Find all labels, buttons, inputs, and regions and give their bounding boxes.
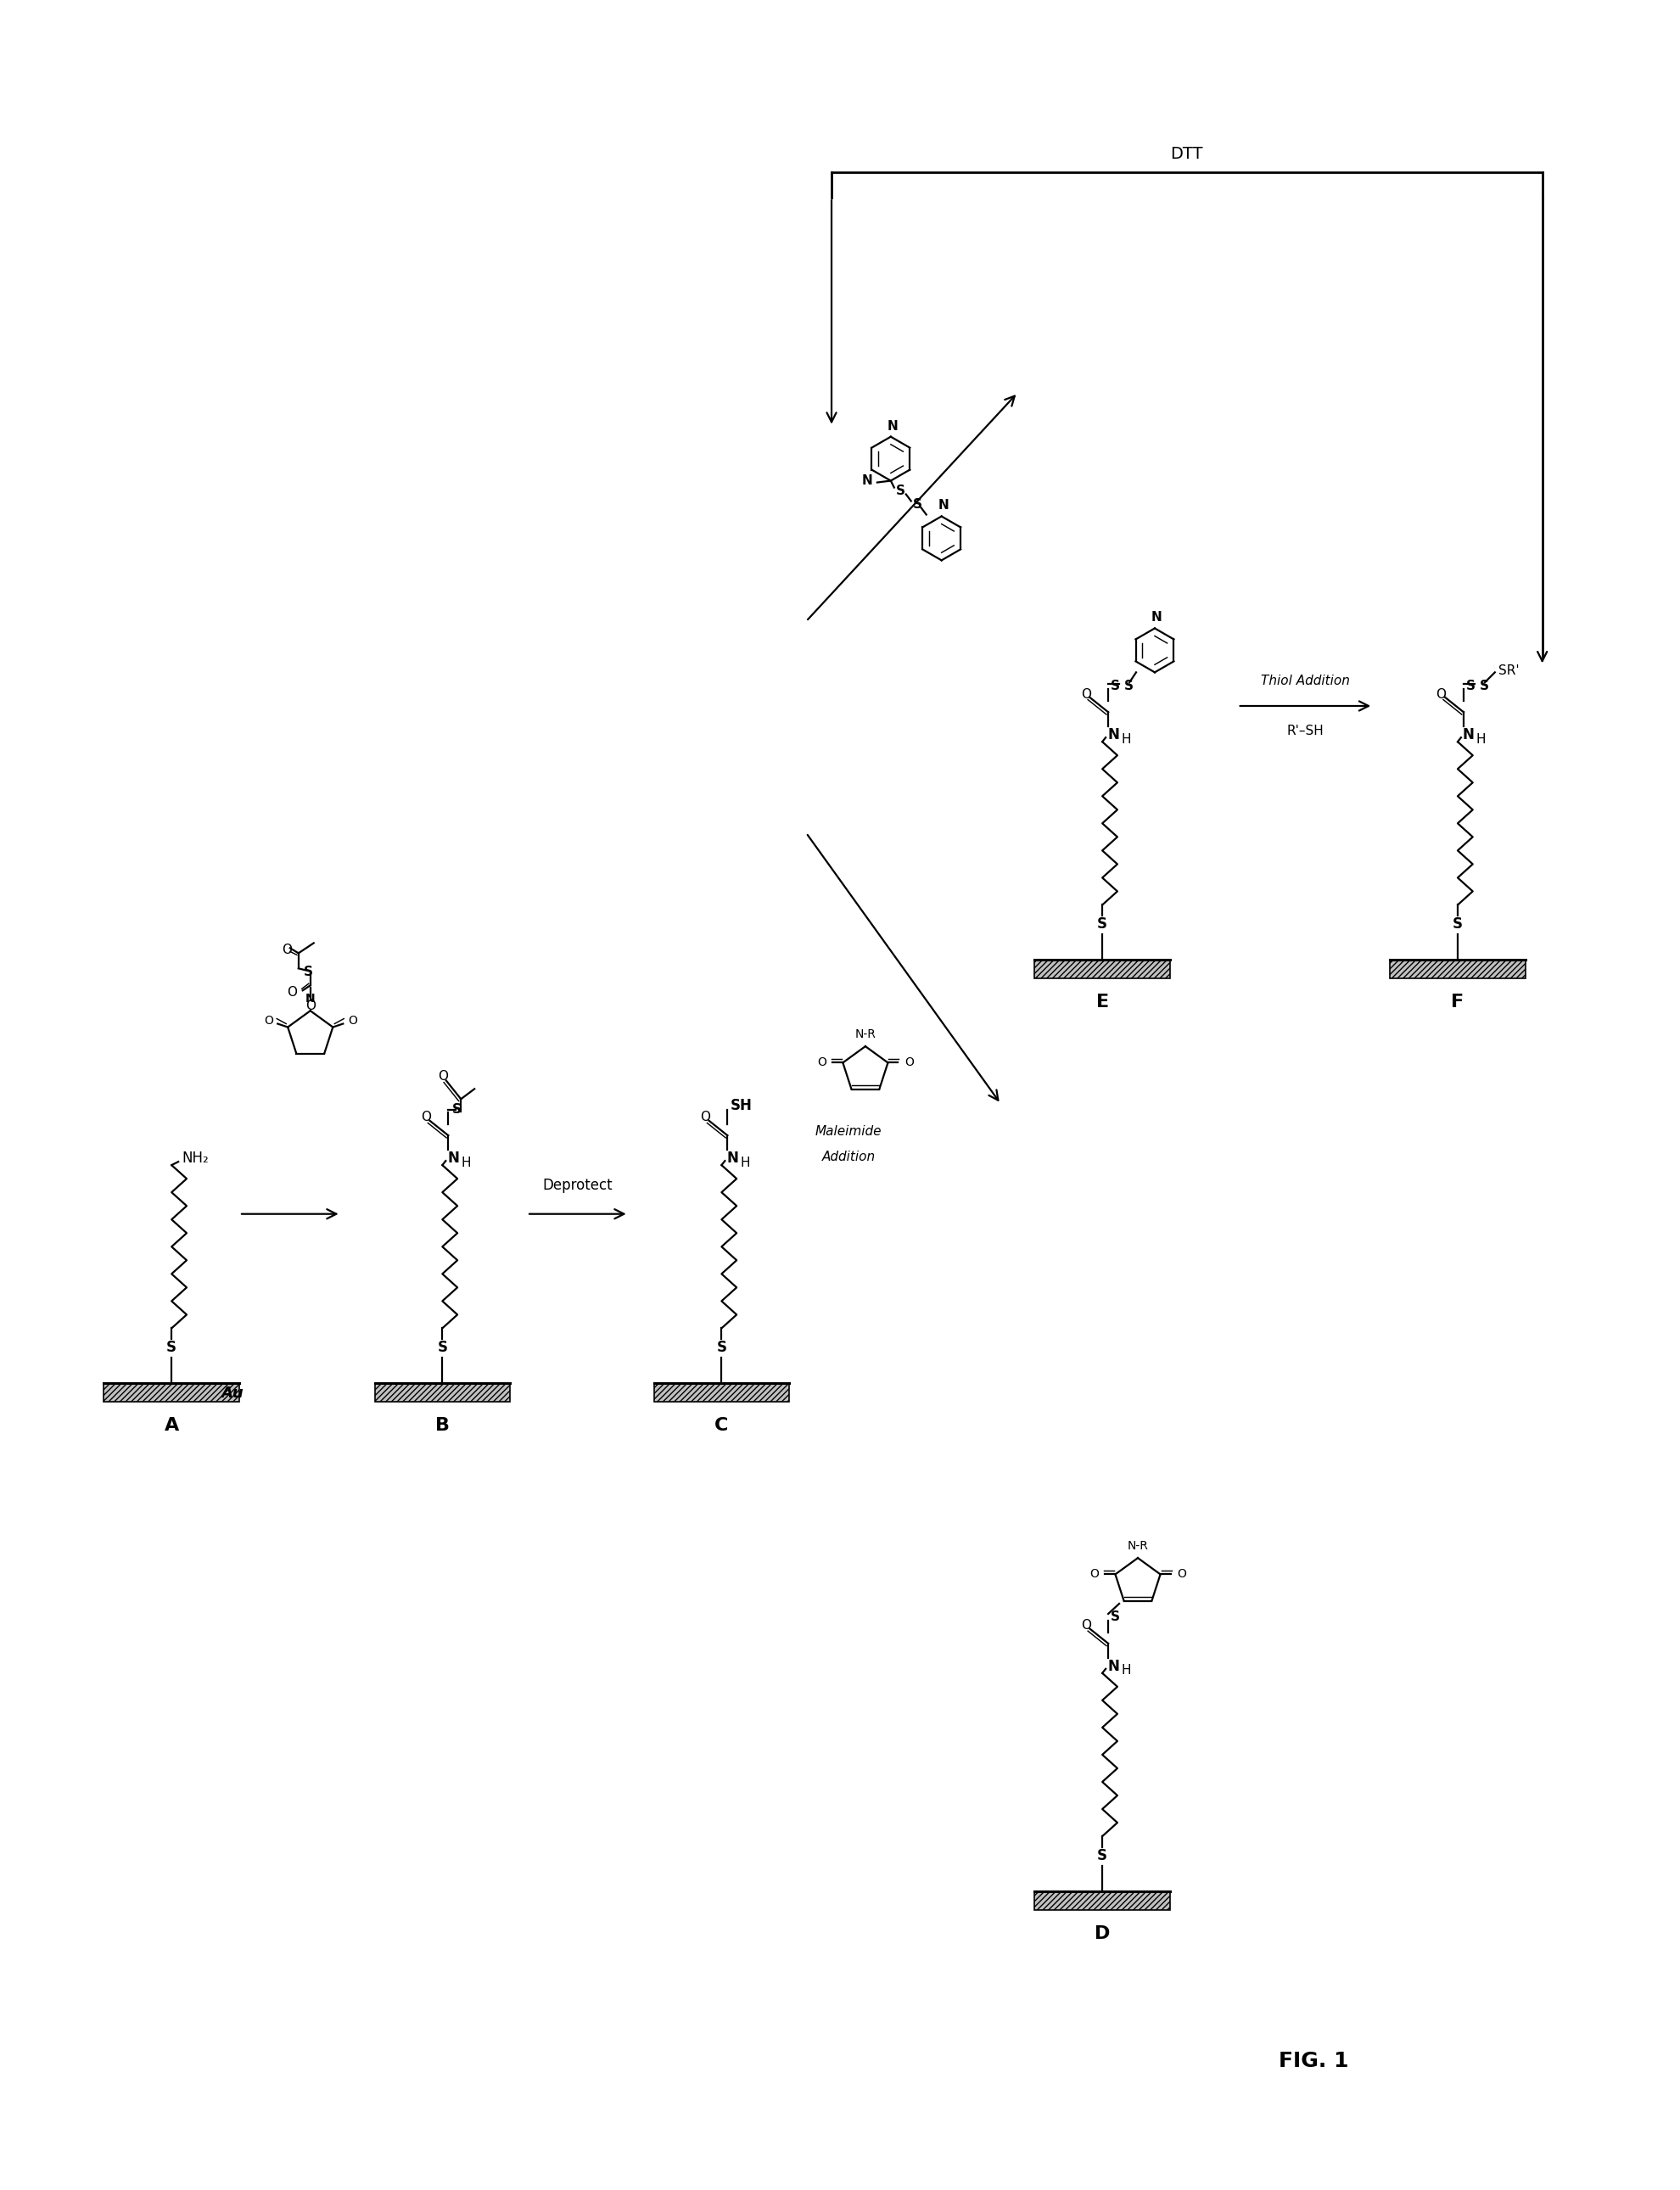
Text: O: O xyxy=(420,1110,430,1123)
Text: F: F xyxy=(1452,994,1463,1012)
Text: H: H xyxy=(460,1156,470,1169)
Text: Au: Au xyxy=(222,1386,244,1402)
Text: Maleimide: Maleimide xyxy=(815,1126,882,1139)
Text: O: O xyxy=(287,986,297,999)
Text: S: S xyxy=(716,1340,727,1356)
Text: Thiol Addition: Thiol Addition xyxy=(1262,675,1349,688)
Text: S: S xyxy=(1480,679,1488,692)
Text: O: O xyxy=(1436,688,1446,701)
Text: SR': SR' xyxy=(1499,664,1519,677)
Text: H: H xyxy=(1477,734,1487,745)
Text: S: S xyxy=(912,497,922,510)
Text: D: D xyxy=(1094,1925,1110,1943)
Text: E: E xyxy=(1095,994,1109,1012)
Text: O: O xyxy=(701,1110,711,1123)
Text: S: S xyxy=(1110,1612,1121,1623)
Text: S: S xyxy=(166,1340,176,1356)
Text: H: H xyxy=(1121,1664,1131,1678)
Text: R'–SH: R'–SH xyxy=(1287,725,1324,738)
Text: N: N xyxy=(1151,611,1163,624)
Text: S: S xyxy=(1453,918,1463,933)
Text: N: N xyxy=(1107,727,1119,742)
Text: S: S xyxy=(304,966,312,979)
Text: Deprotect: Deprotect xyxy=(543,1178,613,1194)
Text: O: O xyxy=(282,944,292,957)
Text: NH₂: NH₂ xyxy=(181,1150,208,1165)
Text: S: S xyxy=(452,1104,462,1115)
Bar xyxy=(1389,959,1525,979)
Text: O: O xyxy=(306,999,316,1012)
Text: S: S xyxy=(437,1340,447,1356)
Text: DTT: DTT xyxy=(1171,147,1203,162)
Text: C: C xyxy=(714,1417,729,1434)
Text: N-R: N-R xyxy=(855,1029,875,1040)
Text: O: O xyxy=(904,1058,914,1069)
Text: FIG. 1: FIG. 1 xyxy=(1278,2050,1349,2072)
Text: N: N xyxy=(1463,727,1475,742)
Text: O: O xyxy=(1080,1618,1090,1632)
Text: O: O xyxy=(816,1058,827,1069)
Text: O: O xyxy=(264,1014,272,1027)
Text: H: H xyxy=(1121,734,1131,745)
Bar xyxy=(1035,959,1169,979)
Text: B: B xyxy=(435,1417,450,1434)
Text: S: S xyxy=(1124,679,1134,692)
Text: Addition: Addition xyxy=(822,1150,875,1163)
Text: N-R: N-R xyxy=(1127,1540,1149,1553)
Text: S: S xyxy=(1110,679,1121,692)
Text: S: S xyxy=(1097,1848,1107,1864)
Text: S: S xyxy=(1467,679,1475,692)
Text: O: O xyxy=(1178,1568,1186,1581)
Text: SH: SH xyxy=(731,1097,753,1113)
Text: H: H xyxy=(741,1156,749,1169)
Text: N: N xyxy=(1107,1658,1119,1673)
Text: S: S xyxy=(1097,918,1107,933)
Text: N: N xyxy=(727,1150,739,1165)
Text: N: N xyxy=(306,992,316,1005)
Text: N: N xyxy=(862,475,872,486)
Text: O: O xyxy=(1080,688,1090,701)
Bar xyxy=(104,1384,239,1402)
Bar xyxy=(375,1384,511,1402)
Text: N: N xyxy=(887,420,897,431)
Text: O: O xyxy=(1090,1568,1099,1581)
Text: A: A xyxy=(165,1417,178,1434)
Text: N: N xyxy=(447,1150,459,1165)
Text: O: O xyxy=(438,1071,449,1082)
Text: O: O xyxy=(348,1014,356,1027)
Text: N: N xyxy=(937,499,949,512)
Bar xyxy=(654,1384,790,1402)
Text: S: S xyxy=(895,484,906,497)
Bar xyxy=(1035,1892,1169,1910)
